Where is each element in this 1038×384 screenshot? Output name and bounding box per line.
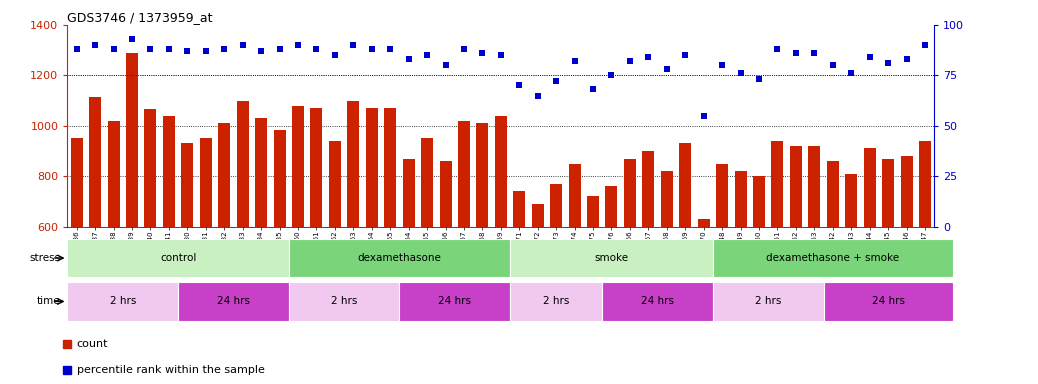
Text: 2 hrs: 2 hrs (331, 296, 357, 306)
Bar (67, 282, 179, 321)
Bar (716, 164, 728, 227)
Bar (365, 108, 378, 227)
Bar (602, 282, 713, 321)
Text: time: time (36, 296, 60, 306)
Text: 2 hrs: 2 hrs (543, 296, 570, 306)
Bar (476, 123, 489, 227)
Bar (882, 159, 894, 227)
Text: smoke: smoke (595, 253, 629, 263)
Bar (182, 143, 193, 227)
Bar (126, 53, 138, 227)
Bar (510, 239, 713, 277)
Text: GDS3746 / 1373959_at: GDS3746 / 1373959_at (67, 11, 213, 24)
Bar (510, 282, 602, 321)
Bar (199, 138, 212, 227)
Text: 2 hrs: 2 hrs (755, 296, 782, 306)
Bar (71, 138, 83, 227)
Bar (310, 108, 323, 227)
Bar (661, 171, 673, 227)
Bar (218, 123, 230, 227)
Text: 24 hrs: 24 hrs (872, 296, 904, 306)
Bar (919, 141, 931, 227)
Bar (771, 141, 784, 227)
Bar (67, 239, 289, 277)
Text: 24 hrs: 24 hrs (217, 296, 250, 306)
Bar (289, 282, 400, 321)
Bar (403, 159, 414, 227)
Text: 24 hrs: 24 hrs (438, 296, 471, 306)
Bar (679, 143, 691, 227)
Bar (421, 138, 433, 227)
Bar (713, 239, 953, 277)
Bar (237, 101, 249, 227)
Bar (400, 282, 510, 321)
Bar (845, 174, 857, 227)
Bar (550, 184, 563, 227)
Bar (901, 156, 912, 227)
Text: stress: stress (29, 253, 60, 263)
Bar (458, 121, 470, 227)
Bar (823, 282, 953, 321)
Bar (513, 191, 525, 227)
Bar (753, 176, 765, 227)
Text: control: control (160, 253, 196, 263)
Bar (605, 186, 618, 227)
Text: percentile rank within the sample: percentile rank within the sample (77, 365, 265, 375)
Bar (384, 108, 397, 227)
Bar (292, 106, 304, 227)
Bar (348, 101, 359, 227)
Bar (439, 161, 452, 227)
Bar (624, 159, 636, 227)
Text: dexamethasone + smoke: dexamethasone + smoke (766, 253, 899, 263)
Bar (643, 151, 654, 227)
Bar (255, 118, 267, 227)
Bar (89, 97, 101, 227)
Bar (531, 204, 544, 227)
Bar (809, 146, 820, 227)
Bar (108, 121, 119, 227)
Bar (163, 116, 174, 227)
Bar (698, 219, 710, 227)
Bar (495, 116, 507, 227)
Text: 2 hrs: 2 hrs (110, 296, 136, 306)
Bar (569, 164, 580, 227)
Text: 24 hrs: 24 hrs (641, 296, 674, 306)
Bar (827, 161, 839, 227)
Bar (144, 109, 157, 227)
Bar (289, 239, 510, 277)
Text: count: count (77, 339, 108, 349)
Bar (864, 149, 876, 227)
Bar (588, 196, 599, 227)
Bar (179, 282, 289, 321)
Bar (274, 129, 285, 227)
Bar (790, 146, 802, 227)
Text: dexamethasone: dexamethasone (357, 253, 441, 263)
Bar (713, 282, 823, 321)
Bar (735, 171, 746, 227)
Bar (329, 141, 340, 227)
